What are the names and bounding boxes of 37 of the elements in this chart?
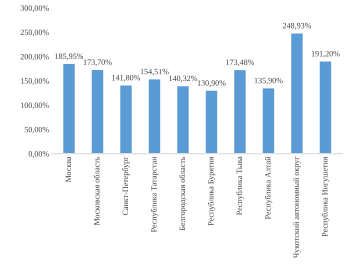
bar — [318, 60, 333, 154]
bar — [118, 84, 134, 154]
y-tick-label: 50,00% — [24, 126, 49, 134]
y-tick-label: 100,00% — [20, 102, 49, 110]
bar — [90, 68, 105, 154]
y-tick-label: 300,00% — [20, 5, 49, 12]
y-tick-label: 200,00% — [20, 54, 49, 61]
data-label: 141,80% — [112, 74, 140, 82]
bar — [204, 89, 219, 154]
y-tick-label: 250,00% — [20, 30, 49, 36]
bar — [232, 68, 248, 154]
data-label: 173,48% — [226, 60, 254, 66]
x-tick-label: Республика Бурятия — [208, 156, 216, 226]
x-tick-label: Санкт-Петербург — [122, 156, 130, 216]
data-label: 248,93% — [282, 22, 312, 30]
y-tick-label: 150,00% — [20, 78, 49, 85]
data-label: 191,20% — [312, 50, 340, 58]
x-tick-label: Чукотский автономный округ — [293, 156, 301, 258]
data-label: 130,90% — [198, 80, 226, 87]
x-tick-label: Москва — [66, 156, 72, 182]
data-label: 140,32% — [169, 76, 198, 82]
bar — [290, 32, 304, 154]
bar — [147, 78, 162, 154]
bar — [176, 84, 190, 154]
x-tick-label: Республика Тыва — [236, 156, 244, 216]
x-tick-label: Московская область — [94, 156, 100, 226]
x-tick-label: Республика Алтай — [264, 156, 272, 220]
data-label: 173,70% — [84, 59, 112, 66]
x-tick-label: Республика Ингушетия — [322, 156, 330, 237]
data-label: 154,51% — [140, 68, 169, 76]
x-tick-label: Республика Татарстан — [150, 156, 158, 232]
bar — [261, 86, 276, 154]
y-tick-label: 0,00% — [28, 151, 49, 158]
x-tick-label: Белгородская область — [179, 156, 187, 230]
bar — [62, 62, 76, 154]
data-label: 185,95% — [55, 54, 84, 60]
data-label: 135,90% — [254, 78, 283, 84]
